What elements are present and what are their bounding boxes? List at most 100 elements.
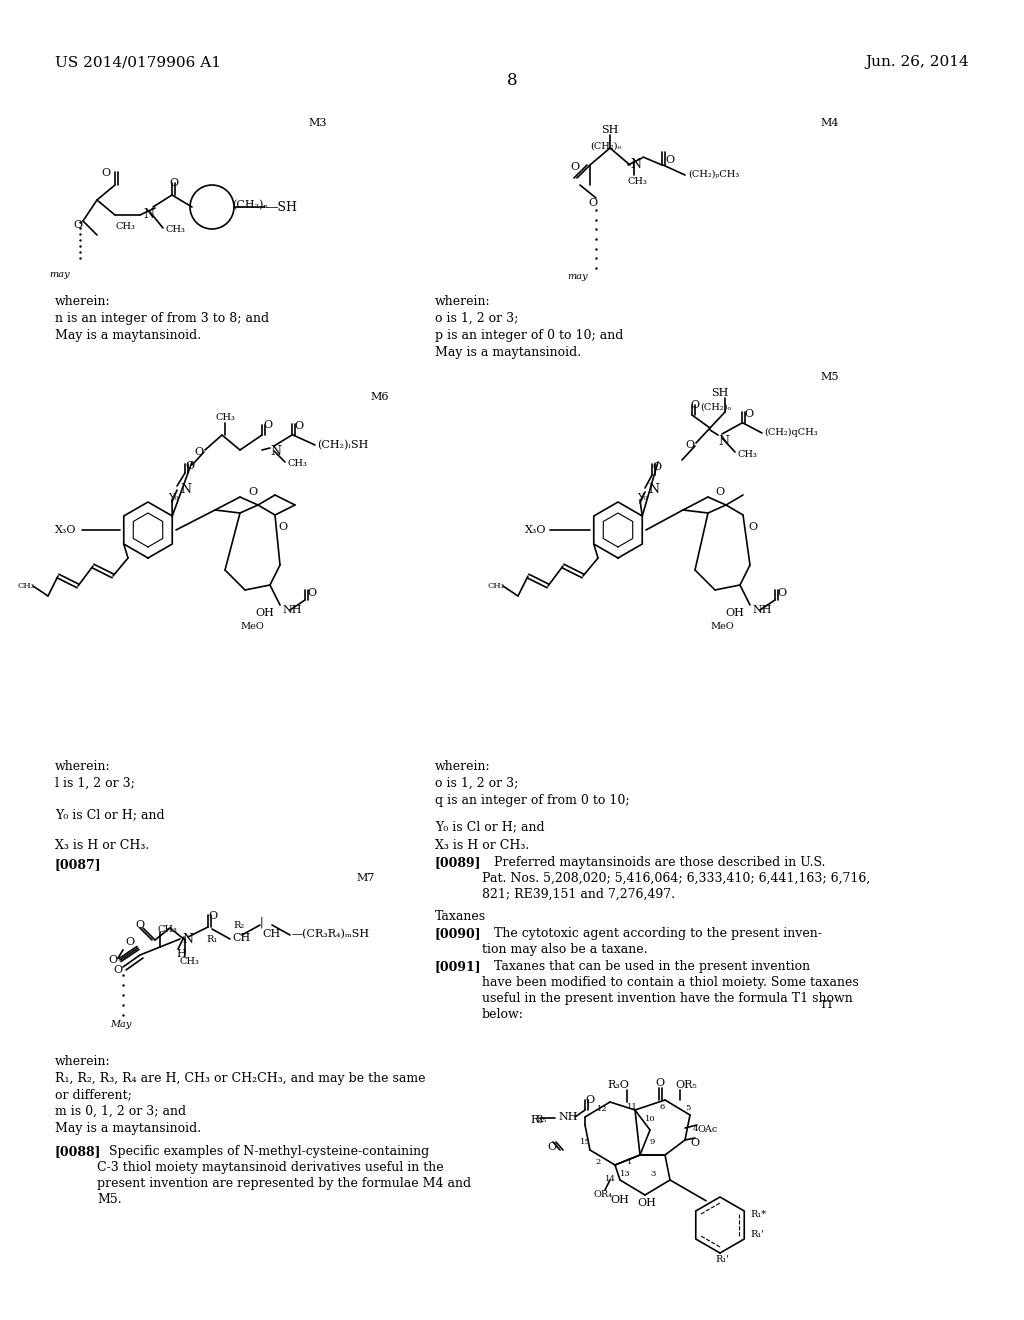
Text: O: O <box>588 198 597 209</box>
Text: NH: NH <box>752 605 771 615</box>
Text: R₁': R₁' <box>750 1230 764 1239</box>
Text: SH: SH <box>712 388 729 399</box>
Text: CH₃: CH₃ <box>18 582 35 590</box>
Text: R₁, R₂, R₃, R₄ are H, CH₃ or CH₂CH₃, and may be the same
or different;: R₁, R₂, R₃, R₄ are H, CH₃ or CH₂CH₃, and… <box>55 1072 426 1101</box>
Text: M4: M4 <box>820 117 839 128</box>
Text: CH: CH <box>232 933 250 942</box>
Text: R₁*: R₁* <box>750 1210 766 1218</box>
Text: wherein:: wherein: <box>55 1055 111 1068</box>
Text: US 2014/0179906 A1: US 2014/0179906 A1 <box>55 55 221 69</box>
Text: [0089]: [0089] <box>435 855 481 869</box>
Text: CH₃: CH₃ <box>287 459 307 469</box>
Text: May is a maytansinoid.: May is a maytansinoid. <box>55 1122 201 1135</box>
Text: Taxanes: Taxanes <box>435 909 486 923</box>
Text: O: O <box>278 521 287 532</box>
Text: (CH₂)ₗSH: (CH₂)ₗSH <box>317 440 369 450</box>
Text: MeO: MeO <box>710 622 734 631</box>
Text: O: O <box>777 587 786 598</box>
Text: CH₃: CH₃ <box>628 177 648 186</box>
Text: O: O <box>655 1078 665 1088</box>
Text: R₁': R₁' <box>715 1255 729 1265</box>
Text: O: O <box>715 487 724 498</box>
Text: N: N <box>270 445 281 458</box>
Text: may: may <box>50 271 71 279</box>
Text: X₃ is H or CH₃.: X₃ is H or CH₃. <box>55 840 150 851</box>
Text: May is a maytansinoid.: May is a maytansinoid. <box>55 329 201 342</box>
Text: O: O <box>208 911 217 921</box>
Text: o is 1, 2 or 3;: o is 1, 2 or 3; <box>435 312 518 325</box>
Text: [0091]: [0091] <box>435 960 481 973</box>
Text: 6: 6 <box>660 1104 666 1111</box>
Text: OAc: OAc <box>698 1125 719 1134</box>
Text: N: N <box>630 158 641 172</box>
Text: N: N <box>718 436 729 447</box>
Text: (CH₂)ₒ: (CH₂)ₒ <box>700 403 731 412</box>
Text: O: O <box>113 965 122 975</box>
Text: O: O <box>108 954 117 965</box>
Text: X₃O: X₃O <box>525 525 547 535</box>
Text: Preferred maytansinoids are those described in U.S.
Pat. Nos. 5,208,020; 5,416,0: Preferred maytansinoids are those descri… <box>482 855 870 902</box>
Text: O: O <box>585 1096 594 1105</box>
Text: Y₀: Y₀ <box>637 492 647 502</box>
Text: O: O <box>690 400 699 411</box>
Text: CH₃: CH₃ <box>116 222 136 231</box>
Text: 13: 13 <box>620 1170 631 1177</box>
Text: CH₃: CH₃ <box>179 957 199 966</box>
Text: OR₄: OR₄ <box>593 1191 612 1199</box>
Text: M5: M5 <box>820 372 839 381</box>
Text: NH: NH <box>282 605 301 615</box>
Text: 5: 5 <box>685 1104 690 1111</box>
Text: CH₃: CH₃ <box>158 925 178 935</box>
Text: R₁: R₁ <box>206 935 217 944</box>
Text: [0088]: [0088] <box>55 1144 101 1158</box>
Text: —SH: —SH <box>265 201 297 214</box>
Text: O: O <box>185 461 195 471</box>
Text: X₃O: X₃O <box>55 525 77 535</box>
Text: N: N <box>180 483 191 496</box>
Text: M7: M7 <box>356 873 375 883</box>
Text: O: O <box>73 220 82 230</box>
Text: O: O <box>194 447 203 457</box>
Text: R₃O: R₃O <box>607 1080 629 1090</box>
Text: R₅: R₅ <box>535 1115 546 1125</box>
Text: 9: 9 <box>650 1138 655 1146</box>
Text: O: O <box>652 462 662 473</box>
Text: OH: OH <box>255 609 273 618</box>
Text: Y₀ is Cl or H; and: Y₀ is Cl or H; and <box>55 808 165 821</box>
Text: SH: SH <box>601 125 618 135</box>
Text: |: | <box>260 917 263 928</box>
Text: T1: T1 <box>820 1001 835 1010</box>
Text: 11: 11 <box>627 1104 638 1111</box>
Text: The cytotoxic agent according to the present inven-
tion may also be a taxane.: The cytotoxic agent according to the pre… <box>482 927 822 956</box>
Text: (CH₂)ₙ: (CH₂)ₙ <box>232 201 268 210</box>
Text: CH₃: CH₃ <box>738 450 758 459</box>
Text: O: O <box>748 521 757 532</box>
Text: May is a maytansinoid.: May is a maytansinoid. <box>435 346 582 359</box>
Text: (CH₂)ₒ: (CH₂)ₒ <box>590 143 622 150</box>
Text: n is an integer of from 3 to 8; and: n is an integer of from 3 to 8; and <box>55 312 269 325</box>
Text: O: O <box>570 162 580 172</box>
Text: may: may <box>567 272 589 281</box>
Text: Y₀: Y₀ <box>168 492 178 502</box>
Text: 14: 14 <box>605 1175 615 1183</box>
Text: O: O <box>135 920 144 931</box>
Text: l is 1, 2 or 3;: l is 1, 2 or 3; <box>55 777 135 789</box>
Text: X₃ is H or CH₃.: X₃ is H or CH₃. <box>435 840 529 851</box>
Text: CH: CH <box>262 929 281 939</box>
Text: (CH₂)ₚCH₃: (CH₂)ₚCH₃ <box>688 170 739 180</box>
Text: O: O <box>248 487 257 498</box>
Text: O: O <box>125 937 134 946</box>
Text: 3: 3 <box>650 1170 655 1177</box>
Text: 15: 15 <box>580 1138 591 1146</box>
Text: Taxanes that can be used in the present invention
have been modified to contain : Taxanes that can be used in the present … <box>482 960 859 1020</box>
Text: 8: 8 <box>507 73 517 88</box>
Text: wherein:: wherein: <box>55 760 111 774</box>
Text: [0090]: [0090] <box>435 927 481 940</box>
Text: 4: 4 <box>693 1125 698 1133</box>
Text: (CH₂)qCH₃: (CH₂)qCH₃ <box>764 428 817 437</box>
Text: q is an integer of from 0 to 10;: q is an integer of from 0 to 10; <box>435 795 630 807</box>
Text: O: O <box>665 154 674 165</box>
Text: m is 0, 1, 2 or 3; and: m is 0, 1, 2 or 3; and <box>55 1105 186 1118</box>
Text: [0087]: [0087] <box>55 858 101 871</box>
Text: wherein:: wherein: <box>435 294 490 308</box>
